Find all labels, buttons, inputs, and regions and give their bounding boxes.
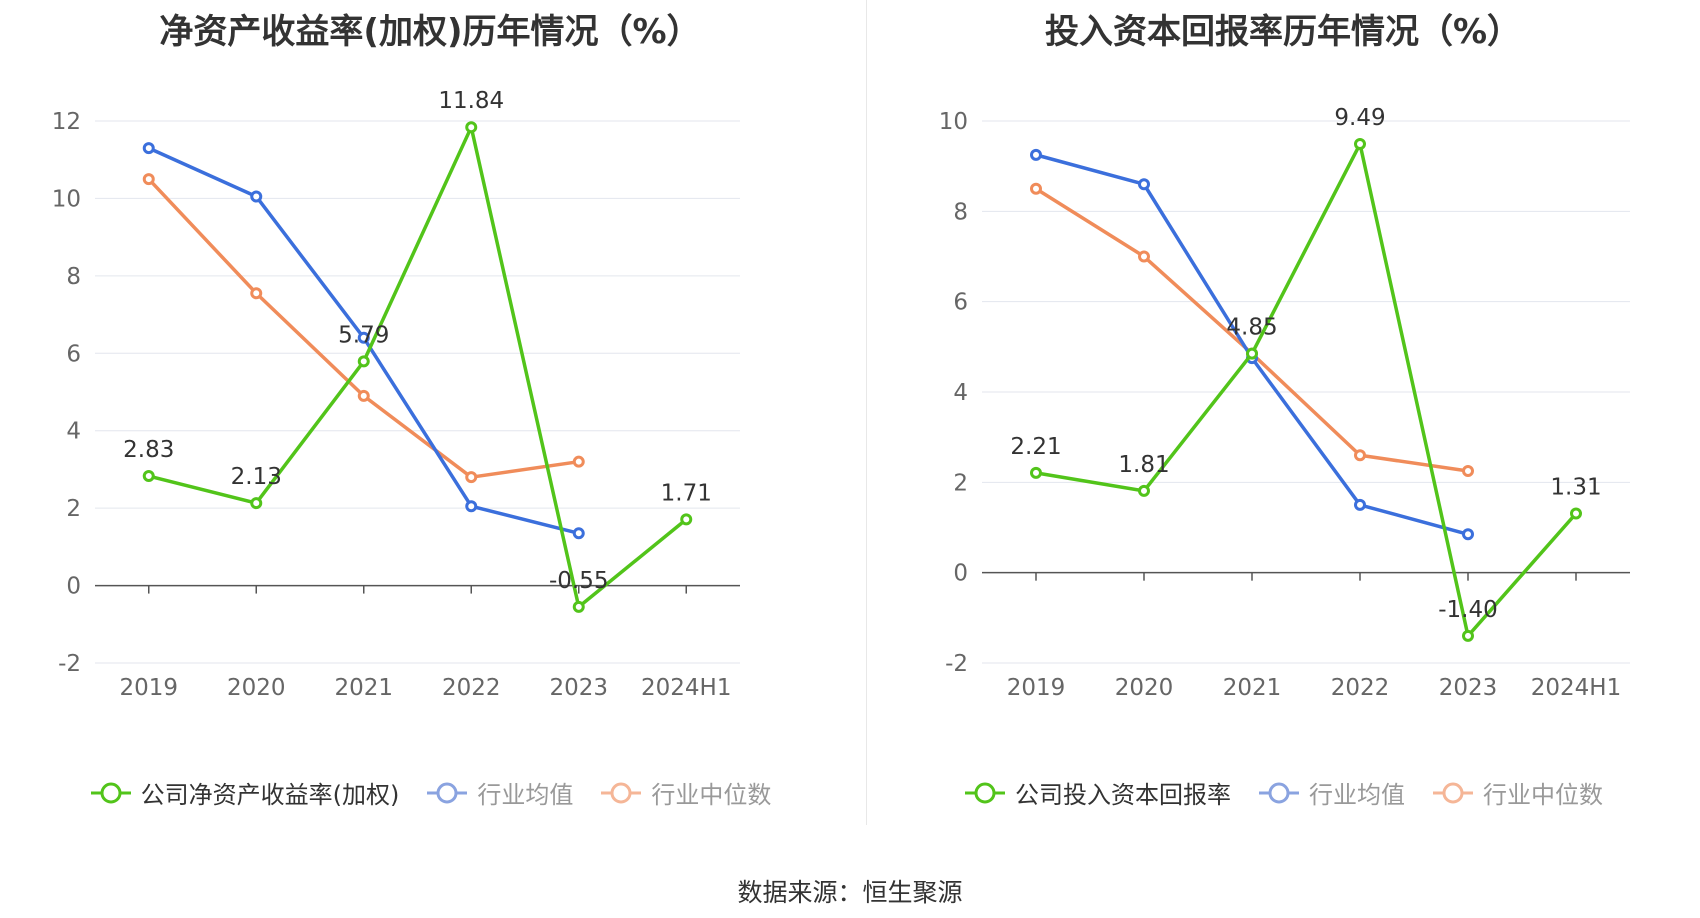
roic-series-point-2 bbox=[1138, 250, 1150, 263]
roe-y-tick-label: 12 bbox=[52, 109, 81, 135]
roic-data-label: 9.49 bbox=[1334, 105, 1385, 131]
roic-series-point-0 bbox=[1030, 466, 1042, 479]
roe-series-point-0 bbox=[357, 355, 370, 368]
roe-x-tick-label: 2024H1 bbox=[641, 675, 731, 701]
roe-x-tick-label: 2019 bbox=[119, 675, 178, 701]
roic-y-tick-label: 4 bbox=[953, 380, 968, 406]
roic-legend-label: 行业中位数 bbox=[1483, 781, 1603, 809]
roic-y-tick-label: 10 bbox=[939, 109, 968, 135]
roe-series-point-0 bbox=[142, 470, 155, 483]
roe-legend-label: 行业中位数 bbox=[651, 781, 772, 809]
roic-series-point-0 bbox=[1354, 138, 1366, 151]
roic-y-tick-label: 2 bbox=[953, 470, 968, 496]
roe-series-point-0 bbox=[572, 600, 585, 613]
roic-chart: -2 0 2 4 6 8 10 2019 2020 2021 2022 2023 2024H1 2.21 1… bbox=[939, 105, 1630, 701]
roe-legend-item-1[interactable]: 行业均值 bbox=[425, 775, 573, 810]
roic-series-point-0 bbox=[1246, 347, 1258, 360]
roic-legend-marker-icon bbox=[1259, 782, 1299, 803]
roe-legend-label: 公司净资产收益率(加权) bbox=[140, 781, 400, 809]
roe-series-point-2 bbox=[250, 287, 263, 300]
roe-series-point-1 bbox=[142, 142, 155, 155]
roe-legend-item-2[interactable]: 行业中位数 bbox=[599, 775, 771, 810]
roic-series-point-1 bbox=[1354, 498, 1366, 511]
roic-series-point-1 bbox=[1462, 528, 1474, 541]
roic-y-tick-label: 6 bbox=[953, 290, 968, 316]
roe-series-point-1 bbox=[250, 190, 263, 203]
roic-data-label: 1.81 bbox=[1118, 452, 1169, 478]
roic-series-point-0 bbox=[1570, 507, 1582, 520]
roic-series-point-2 bbox=[1030, 182, 1042, 195]
roe-series-point-2 bbox=[142, 173, 155, 186]
roic-x-tick-label: 2023 bbox=[1439, 675, 1498, 701]
roe-legend-item-0[interactable]: 公司净资产收益率(加权) bbox=[89, 775, 400, 810]
roe-series-point-1 bbox=[572, 527, 585, 540]
roic-data-label: 1.31 bbox=[1550, 474, 1601, 500]
roe-series-point-0 bbox=[465, 121, 478, 134]
roe-series-point-2 bbox=[357, 389, 370, 402]
roic-series-point-0 bbox=[1138, 484, 1150, 497]
roe-y-tick-label: -2 bbox=[58, 651, 81, 677]
roic-legend-label: 行业均值 bbox=[1309, 781, 1405, 809]
roe-x-tick-label: 2021 bbox=[334, 675, 393, 701]
data-source-note: 数据来源：恒生聚源 bbox=[737, 878, 963, 907]
roic-x-tick-label: 2022 bbox=[1331, 675, 1390, 701]
roe-legend-marker-icon bbox=[601, 782, 642, 803]
roe-series-point-1 bbox=[357, 331, 370, 344]
roic-legend-marker-icon bbox=[1433, 782, 1473, 803]
roic-x-tick-label: 2019 bbox=[1007, 675, 1066, 701]
roe-data-label: 5.79 bbox=[338, 322, 389, 348]
roe-legend-marker-icon bbox=[427, 782, 468, 803]
roe-legend-label: 行业均值 bbox=[477, 781, 574, 809]
roic-x-tick-label: 2020 bbox=[1115, 675, 1174, 701]
roic-series-point-1 bbox=[1138, 178, 1150, 191]
roic-series-line-0 bbox=[1035, 142, 1578, 638]
roic-series-point-0 bbox=[1462, 629, 1474, 642]
roic-series-point-2 bbox=[1462, 465, 1474, 478]
roic-x-tick-label: 2024H1 bbox=[1531, 675, 1621, 701]
roe-legend: 公司净资产收益率(加权) 行业均值 行业中位数 bbox=[0, 775, 860, 810]
roe-y-tick-label: 6 bbox=[66, 341, 81, 367]
roic-data-label: -1.40 bbox=[1438, 597, 1498, 623]
roe-data-label: -0.55 bbox=[549, 568, 609, 594]
roic-legend-marker-icon bbox=[965, 782, 1005, 803]
roe-chart-title: 净资产收益率(加权)历年情况（%） bbox=[159, 12, 701, 52]
roic-y-tick-label: -2 bbox=[945, 651, 968, 677]
roe-series-point-1 bbox=[465, 500, 478, 513]
roic-legend-label: 公司投入资本回报率 bbox=[1015, 781, 1231, 809]
roic-legend-item-1[interactable]: 行业均值 bbox=[1257, 775, 1405, 810]
roe-series-point-0 bbox=[250, 497, 263, 510]
roic-x-tick-label: 2021 bbox=[1223, 675, 1282, 701]
roic-data-label: 2.21 bbox=[1010, 434, 1061, 460]
roe-series-point-2 bbox=[572, 455, 585, 468]
roic-y-tick-label: 8 bbox=[953, 199, 968, 225]
roic-y-tick-label: 0 bbox=[953, 561, 968, 587]
roic-legend-item-2[interactable]: 行业中位数 bbox=[1431, 775, 1603, 810]
roe-y-tick-label: 10 bbox=[52, 186, 81, 212]
roic-legend-item-0[interactable]: 公司投入资本回报率 bbox=[963, 775, 1231, 810]
roe-series-line-0 bbox=[148, 125, 688, 609]
roic-data-label: 4.85 bbox=[1226, 315, 1277, 341]
roic-series-point-2 bbox=[1354, 449, 1366, 462]
roe-chart: -2 0 2 4 6 8 10 12 2019 2020 2021 2022 2023 2024H1 2.8… bbox=[52, 88, 740, 701]
roe-x-tick-label: 2023 bbox=[549, 675, 608, 701]
roic-legend: 公司投入资本回报率 行业均值 行业中位数 bbox=[866, 775, 1700, 810]
roe-y-tick-label: 0 bbox=[66, 574, 81, 600]
roe-x-tick-label: 2022 bbox=[442, 675, 501, 701]
panel-divider bbox=[866, 0, 867, 825]
roe-chart-panel: 净资产收益率(加权)历年情况（%） -2 0 2 4 6 8 10 12 2019 2020 202… bbox=[0, 0, 860, 830]
roe-series-point-2 bbox=[465, 471, 478, 484]
roe-y-tick-label: 8 bbox=[66, 264, 81, 290]
roe-legend-marker-icon bbox=[90, 782, 131, 803]
roic-series-point-1 bbox=[1030, 148, 1042, 161]
roe-x-tick-label: 2020 bbox=[227, 675, 286, 701]
roe-data-label: 2.13 bbox=[231, 464, 282, 490]
roe-data-label: 2.83 bbox=[123, 437, 174, 463]
roe-series-point-0 bbox=[680, 513, 693, 526]
roe-data-label: 11.84 bbox=[438, 88, 504, 114]
roe-y-tick-label: 2 bbox=[66, 496, 81, 522]
roic-chart-panel: 投入资本回报率历年情况（%） -2 0 2 4 6 8 10 2019 2020 2021 2022… bbox=[866, 0, 1700, 830]
roic-chart-title: 投入资本回报率历年情况（%） bbox=[1044, 12, 1522, 52]
roe-y-tick-label: 4 bbox=[66, 419, 81, 445]
roe-data-label: 1.71 bbox=[661, 480, 712, 506]
